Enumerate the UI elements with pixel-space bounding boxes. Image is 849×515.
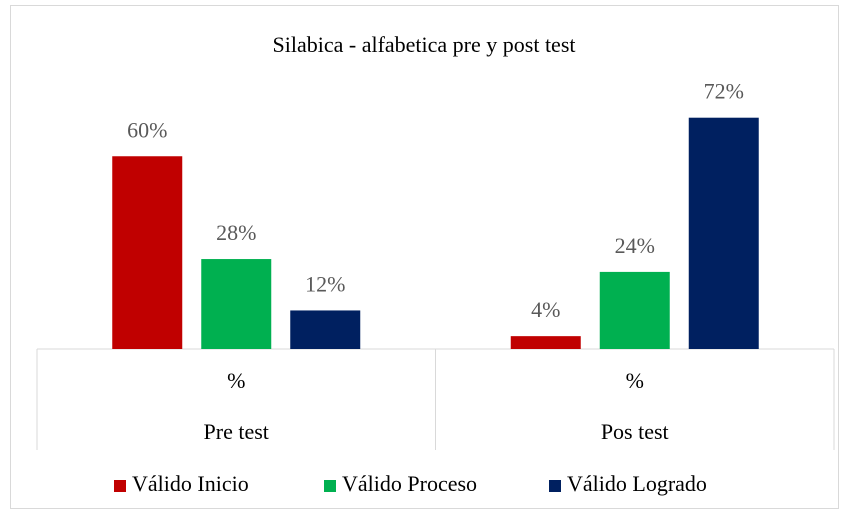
x-tick-label: % (227, 368, 245, 393)
legend-swatch (324, 480, 336, 492)
x-tick-label: % (626, 368, 644, 393)
bar (112, 156, 183, 349)
data-label: 4% (531, 297, 560, 322)
legend-label: Válido Proceso (342, 471, 477, 496)
bar (599, 271, 670, 349)
bar (688, 117, 759, 349)
data-label: 60% (127, 117, 167, 142)
data-label: 12% (305, 271, 345, 296)
bar (510, 336, 581, 349)
legend-swatch (114, 480, 126, 492)
data-label: 72% (704, 79, 744, 104)
legend-swatch (549, 480, 561, 492)
data-label: 24% (615, 233, 655, 258)
group-label: Pos test (601, 419, 669, 444)
legend-label: Válido Inicio (132, 471, 249, 496)
bar (201, 259, 272, 349)
chart-title: Silabica - alfabetica pre y post test (273, 32, 576, 57)
legend-label: Válido Logrado (567, 471, 707, 496)
group-label: Pre test (204, 419, 269, 444)
bar (290, 310, 361, 349)
data-label: 28% (216, 220, 256, 245)
